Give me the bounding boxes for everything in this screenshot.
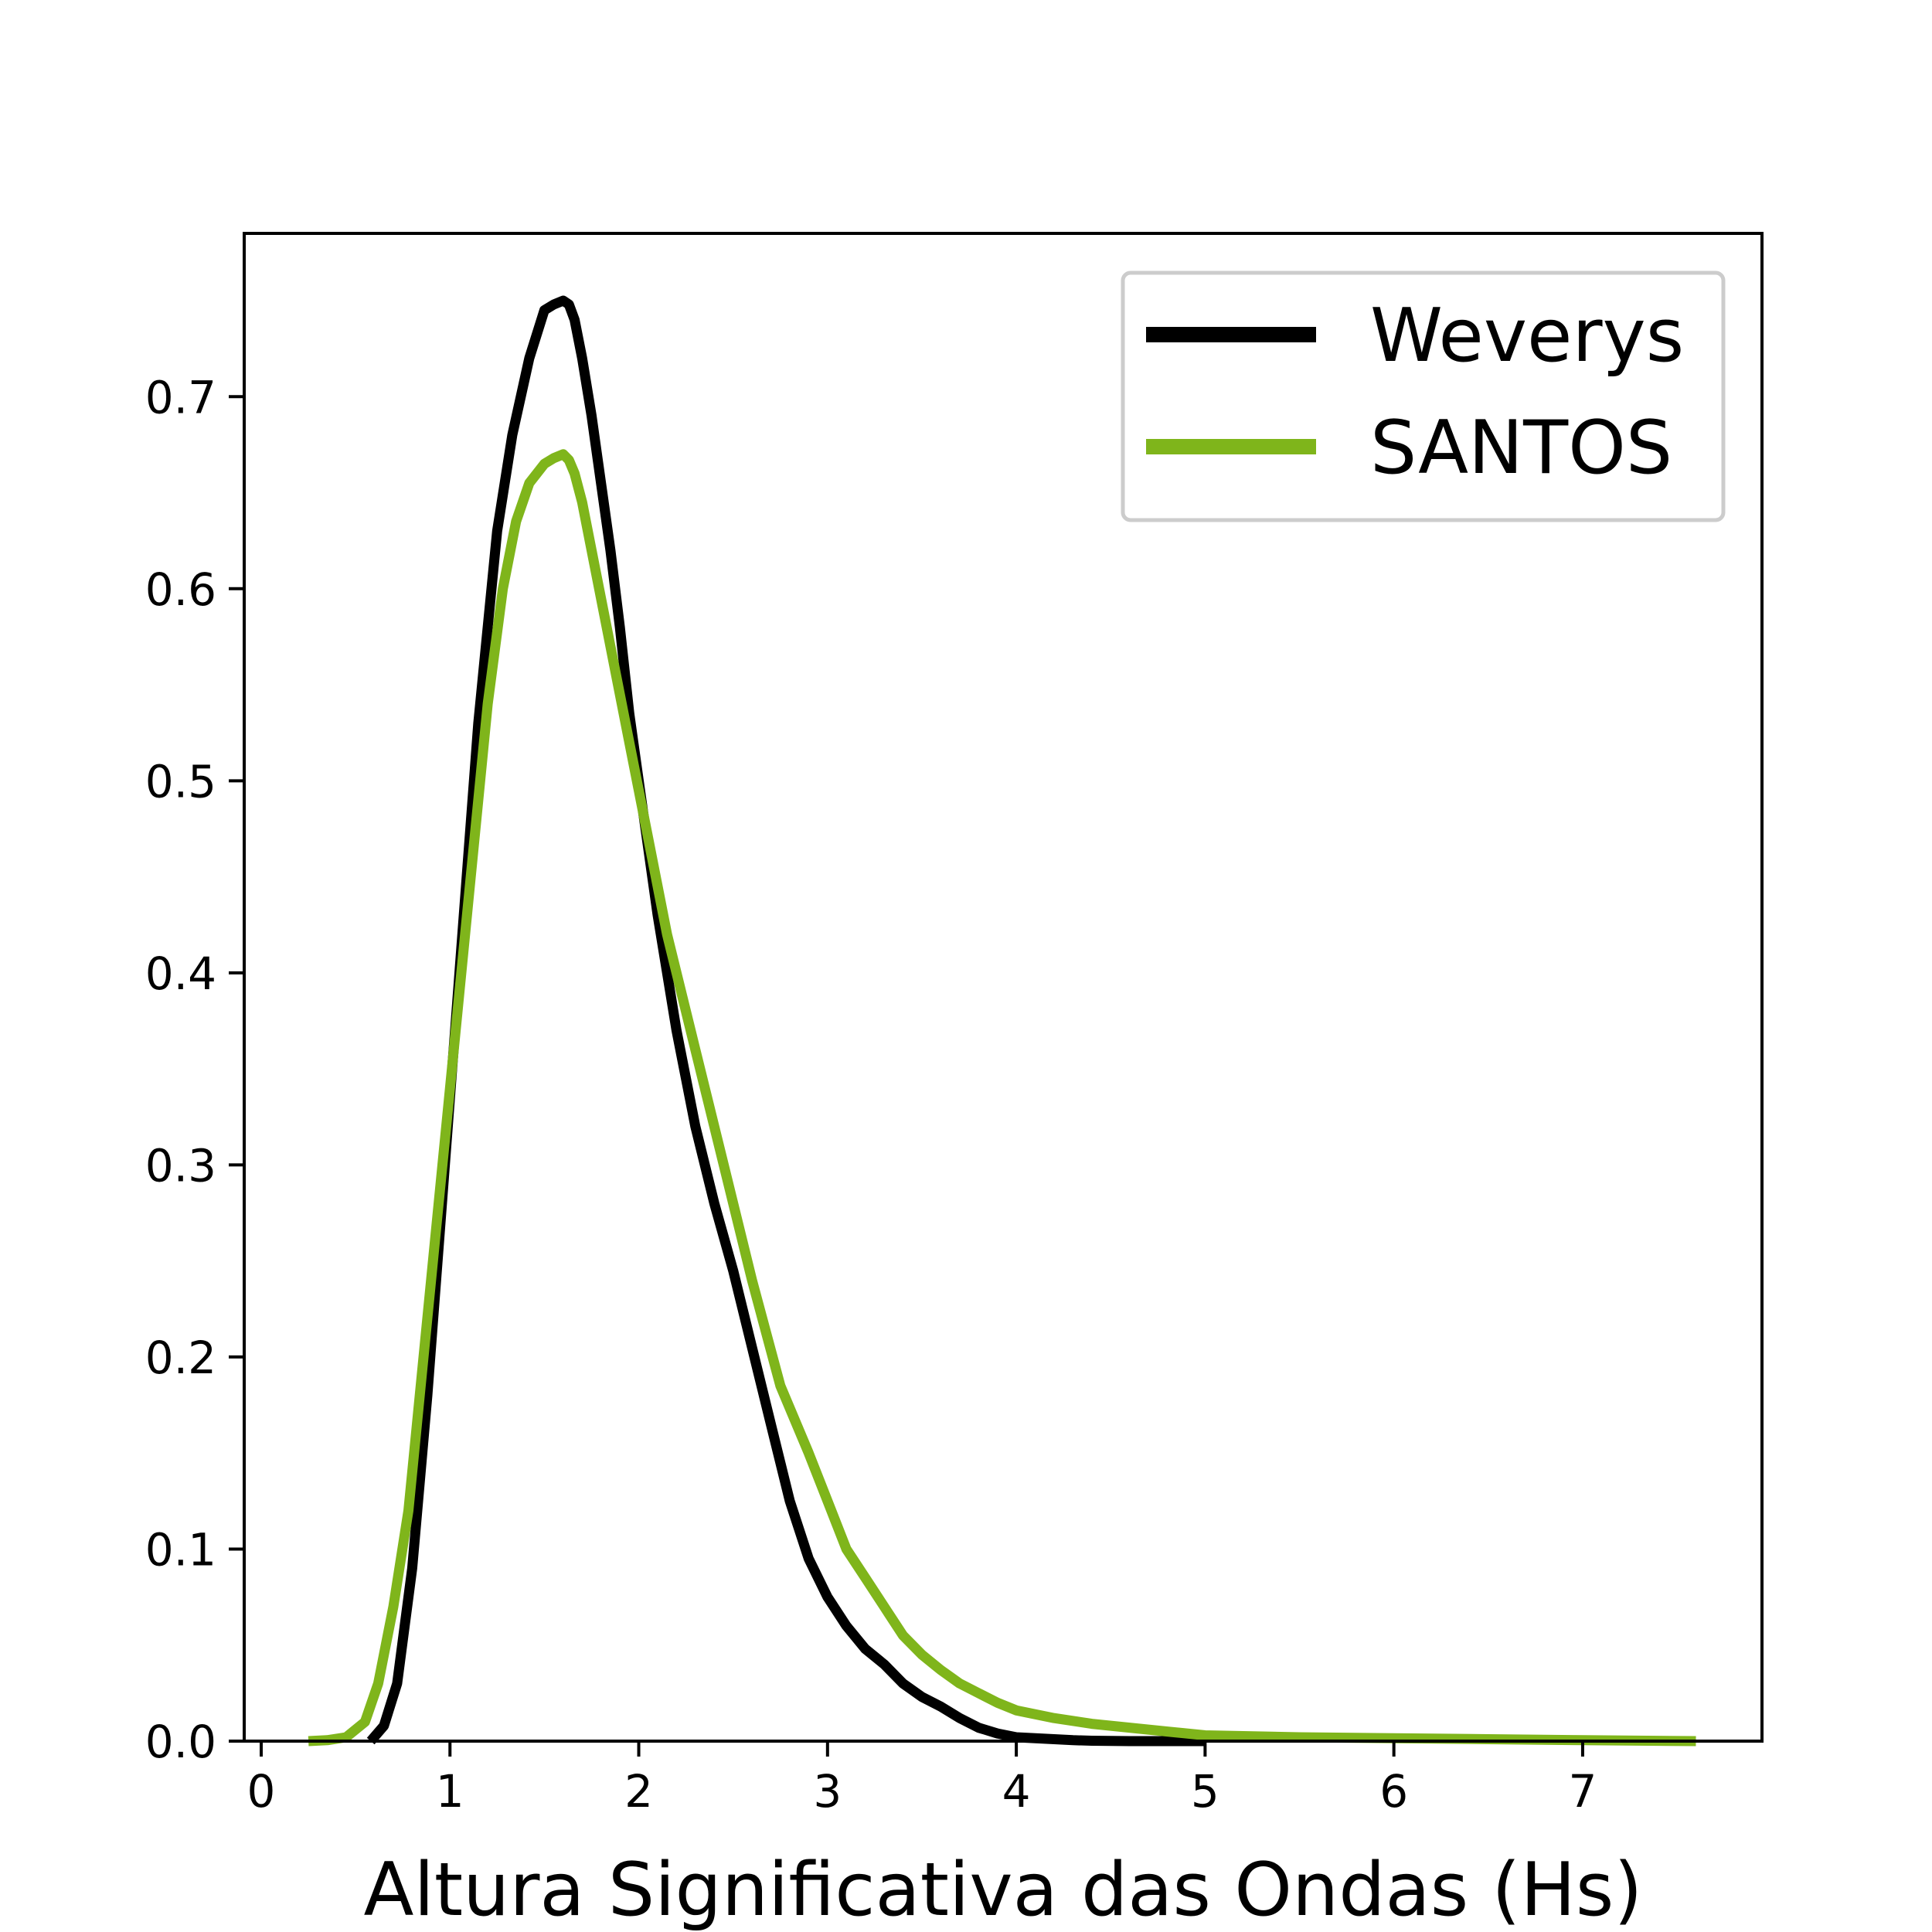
x-tick-label: 2 [624,1765,653,1818]
x-tick-label: 6 [1379,1765,1408,1818]
x-axis-title: Altura Significativa das Ondas (Hs) [364,1848,1643,1932]
x-tick-label: 1 [436,1765,464,1818]
x-axis: 0 1 2 3 4 5 6 7 [247,1741,1597,1818]
legend: Weverys SANTOS [1121,270,1726,522]
legend-label-santos: SANTOS [1370,406,1672,491]
y-tick-label: 0.1 [145,1523,216,1576]
axes-frame [243,232,1764,1743]
series-line-santos [308,449,1696,1747]
y-tick-label: 0.5 [145,755,216,808]
y-tick-label: 0.2 [145,1332,216,1384]
y-tick-label: 0.7 [145,371,216,423]
series-line-weverys [366,295,1206,1747]
y-tick-label: 0.3 [145,1139,216,1192]
y-tick-label: 0.6 [145,563,216,616]
x-tick-label: 0 [247,1765,276,1818]
plot-area [308,295,1696,1747]
x-tick-label: 5 [1191,1765,1219,1818]
y-tick-label: 0.4 [145,947,216,1000]
y-axis: 0.0 0.1 0.2 0.3 0.4 0.5 0.6 0.7 [145,371,244,1768]
x-tick-label: 4 [1002,1765,1031,1818]
y-tick-label: 0.0 [145,1716,216,1768]
legend-label-weverys: Weverys [1370,294,1684,379]
x-tick-label: 3 [813,1765,842,1818]
x-tick-label: 7 [1568,1765,1597,1818]
